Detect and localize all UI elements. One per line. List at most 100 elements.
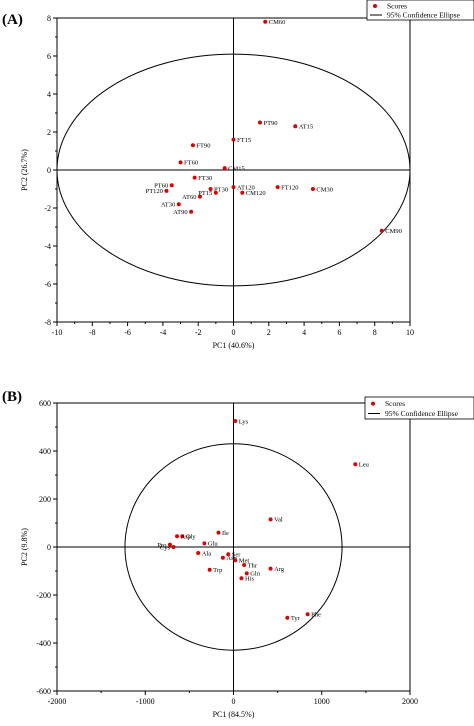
x-tick-label: 10 (406, 328, 414, 337)
y-tick-label: -400 (36, 639, 51, 648)
point-label: CM120 (246, 190, 266, 197)
score-point (196, 551, 201, 555)
point-label: CM15 (228, 165, 245, 172)
point-label: Phe (311, 612, 321, 619)
score-point (197, 194, 202, 199)
score-point (190, 143, 195, 148)
point-label: FT30 (198, 175, 212, 182)
y-tick-label: -8 (44, 318, 51, 327)
score-point (192, 175, 197, 180)
score-point (222, 166, 227, 171)
score-point (244, 571, 249, 576)
point-label: Ser (232, 552, 242, 559)
point-label: AT90 (173, 209, 187, 216)
score-point (275, 185, 280, 190)
score-point (207, 567, 212, 572)
score-point (180, 534, 185, 539)
point-label: Thr (248, 562, 258, 569)
panel-b: -2000 -1000 0 1000 2000-600-400-200020040060… (2, 389, 474, 719)
point-label: AT15 (299, 124, 313, 131)
point-label: Arg (274, 566, 285, 573)
y-tick-label: -6 (44, 280, 51, 289)
point-label: Tyr (291, 615, 301, 622)
score-point (293, 124, 298, 129)
score-point (305, 612, 310, 617)
point-label: PT30 (214, 186, 228, 193)
y-tick-label: 400 (39, 447, 51, 456)
point-label: FT120 (281, 184, 298, 191)
point-label: AT60 (182, 194, 196, 201)
x-tick-label: 6 (337, 328, 341, 337)
score-point (175, 534, 180, 539)
x-tick-label: 8 (373, 328, 377, 337)
score-point (169, 183, 174, 188)
panel-label: (A) (2, 12, 23, 28)
point-label: Gly (186, 534, 197, 541)
point-label: Trp (213, 567, 222, 574)
y-tick-label: 200 (39, 495, 51, 504)
point-label: AT30 (161, 202, 175, 209)
point-label: PT60 (154, 183, 168, 190)
point-label: Pro (157, 542, 166, 549)
score-point (233, 558, 238, 563)
y-tick-label: 2 (47, 128, 51, 137)
score-point (231, 137, 236, 142)
y-tick-label: -600 (36, 687, 51, 696)
score-point (167, 542, 172, 547)
legend-scores-label: Scores (385, 399, 405, 408)
y-tick-label: 6 (47, 52, 51, 61)
y-tick-label: 600 (39, 399, 51, 408)
score-point (189, 209, 194, 214)
x-tick-label: 2000 (402, 697, 418, 706)
x-tick-label: -6 (124, 328, 131, 337)
point-label: Leu (359, 462, 370, 469)
score-point (176, 202, 181, 207)
x-tick-label: -10 (52, 328, 63, 337)
panel-label: (B) (2, 389, 22, 405)
legend-scores-marker (371, 401, 375, 406)
point-label: CM60 (269, 19, 286, 26)
legend-ellipse-label: 95% Confidence Ellipse (385, 409, 459, 418)
legend-box (366, 0, 474, 21)
score-point (171, 545, 176, 549)
confidence-ellipse (124, 443, 343, 651)
x-tick-label: -4 (160, 328, 167, 337)
score-point (240, 190, 245, 195)
x-tick-label: -1000 (136, 697, 155, 706)
score-point (233, 419, 238, 423)
y-axis-title: PC2 (9.8%) (20, 528, 29, 566)
x-tick-label: 1000 (314, 697, 330, 706)
x-axis-title: PC1 (40.6%) (213, 341, 255, 350)
score-point (226, 552, 231, 557)
y-tick-label: -2 (44, 204, 51, 213)
point-label: Ile (222, 530, 229, 537)
point-label: Val (274, 517, 283, 524)
score-point (178, 160, 183, 165)
score-point (208, 187, 213, 191)
score-point (242, 563, 247, 567)
x-tick-label: -2000 (48, 697, 67, 706)
score-point (263, 19, 268, 24)
score-point (268, 517, 273, 522)
y-tick-label: -200 (36, 591, 51, 600)
point-label: CM90 (385, 228, 402, 235)
score-point (353, 462, 358, 467)
x-tick-label: 2 (267, 328, 271, 337)
point-label: His (245, 576, 255, 583)
score-point (285, 615, 290, 620)
x-axis-title: PC1 (84.5%) (213, 710, 255, 719)
score-point (257, 120, 262, 125)
point-label: Cys (160, 544, 171, 551)
point-label: Asp (181, 534, 191, 541)
point-label: Met (239, 558, 250, 565)
x-tick-label: -8 (89, 328, 96, 337)
y-tick-label: 0 (47, 166, 51, 175)
point-label: PT120 (146, 188, 163, 195)
score-point (268, 566, 273, 571)
x-tick-label: 0 (232, 328, 236, 337)
legend-box (364, 396, 474, 420)
point-label: Glu (208, 541, 219, 548)
x-tick-label: -2 (195, 328, 202, 337)
